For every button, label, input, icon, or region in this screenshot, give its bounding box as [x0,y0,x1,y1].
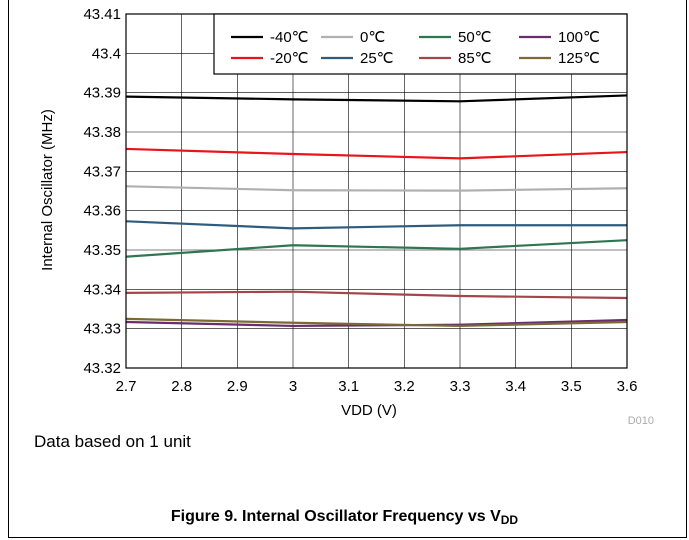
series-line [125,147,628,160]
y-tick-label: 43.32 [83,360,121,377]
legend-label: 100℃ [558,29,600,46]
legend-label: 125℃ [558,50,600,67]
y-axis-label: Internal Oscillator (MHz) [39,109,56,271]
oscillator-chart: 2.7 2.8 2.9 3 3.1 3.2 3.3 3.4 3.5 3.6 43.32 43.33 43… [39,6,654,427]
x-tick-label: 3.2 [394,378,415,395]
series-line [125,290,628,300]
x-tick-label: 2.7 [116,378,137,395]
y-tick-label: 43.37 [83,163,121,180]
legend-label: 0℃ [360,29,385,46]
x-tick-label: 3 [289,378,297,395]
caption-subscript: DD [500,513,519,527]
series-line [125,239,628,258]
series-line [125,185,628,192]
x-tick-label: 3.1 [338,378,359,395]
tick-labels: 2.7 2.8 2.9 3 3.1 3.2 3.3 3.4 3.5 3.6 43.32 43.33 43… [83,6,637,395]
series-line [125,94,628,103]
x-tick-label: 3.5 [561,378,582,395]
x-tick-label: 3.6 [617,378,638,395]
y-tick-label: 43.4 [92,45,121,62]
series-lines [125,94,628,328]
x-tick-label: 3.4 [505,378,526,395]
legend: -40℃ 0℃ 50℃ 100℃ -20℃ 25℃ 85℃ 125℃ [213,13,628,75]
legend-label: 25℃ [360,50,394,67]
data-note: Data based on 1 unit [34,432,191,451]
legend-label: 85℃ [458,50,492,67]
figure-frame [8,0,687,538]
x-axis-label: VDD (V) [341,402,397,419]
y-tick-label: 43.33 [83,321,121,338]
y-tick-label: 43.36 [83,203,121,220]
legend-label: -40℃ [270,29,309,46]
y-tick-label: 43.39 [83,85,121,102]
legend-label: 50℃ [458,29,492,46]
series-line [125,220,627,230]
x-tick-label: 2.9 [227,378,248,395]
figure-caption: Figure 9. Internal Oscillator Frequency … [0,508,689,527]
legend-box [213,13,628,75]
y-tick-label: 43.38 [83,124,121,141]
y-tick-label: 43.34 [83,281,121,298]
y-tick-label: 43.35 [83,242,121,259]
series-line [125,317,628,328]
legend-label: -20℃ [270,50,309,67]
watermark: D010 [628,415,654,427]
x-tick-label: 2.8 [171,378,192,395]
caption-text: Figure 9. Internal Oscillator Frequency … [170,508,501,525]
x-tick-label: 3.3 [450,378,471,395]
y-tick-label: 43.41 [83,6,121,23]
